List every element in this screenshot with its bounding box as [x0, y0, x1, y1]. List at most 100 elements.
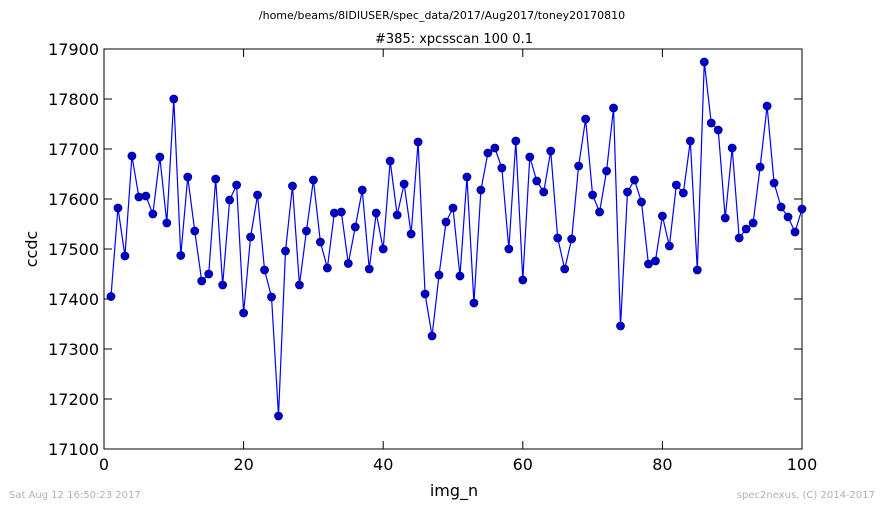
chart-supertitle: /home/beams/8IDIUSER/spec_data/2017/Aug2…	[259, 9, 625, 22]
data-point	[343, 259, 353, 268]
data-point	[169, 94, 179, 104]
data-point	[295, 280, 304, 290]
x-tick-label: 100	[787, 455, 818, 474]
footer-timestamp: Sat Aug 12 16:50:23 2017	[9, 490, 141, 501]
data-point	[176, 251, 186, 260]
data-point	[434, 270, 444, 280]
data-point	[371, 208, 381, 218]
data-point	[455, 271, 465, 281]
data-point	[315, 237, 325, 247]
data-point	[727, 143, 737, 153]
data-point	[197, 276, 207, 286]
data-point	[211, 174, 221, 184]
data-point	[581, 114, 591, 124]
data-point	[560, 264, 570, 274]
data-point	[260, 265, 269, 275]
data-point	[734, 233, 744, 243]
data-point	[239, 308, 249, 318]
data-point	[322, 263, 332, 273]
data-point	[769, 178, 779, 188]
data-point	[692, 265, 702, 275]
y-tick-label: 17700	[48, 140, 99, 159]
data-point	[518, 275, 528, 285]
data-point	[630, 175, 639, 185]
data-point	[616, 321, 625, 331]
data-point	[246, 232, 255, 242]
data-point	[651, 256, 660, 266]
data-point	[427, 331, 437, 341]
data-point	[302, 226, 311, 236]
data-point	[141, 191, 151, 201]
data-point	[490, 143, 500, 153]
data-point	[462, 172, 472, 182]
data-point	[357, 185, 367, 195]
y-tick-label: 17400	[48, 290, 99, 309]
data-point	[539, 187, 549, 197]
data-point	[441, 217, 451, 227]
data-point	[595, 207, 604, 217]
series-line	[110, 61, 803, 417]
data-point	[385, 156, 395, 166]
plot-area: 0 20 40 60 80 100 17100 17200 17300 17400 17500 176…	[48, 40, 817, 474]
data-point	[106, 292, 116, 301]
data-point	[776, 202, 786, 212]
y-axis-label: ccdc	[22, 231, 41, 268]
data-point	[637, 197, 646, 207]
data-point	[797, 204, 807, 214]
y-tick-label: 17100	[48, 440, 99, 459]
data-point	[406, 229, 416, 239]
data-point	[525, 152, 535, 162]
data-point	[204, 269, 214, 279]
y-tick-label: 17800	[48, 90, 99, 109]
data-point	[699, 57, 709, 67]
y-tick-label: 17300	[48, 340, 99, 359]
data-point	[671, 180, 681, 190]
data-point	[658, 211, 667, 221]
data-point	[755, 162, 765, 172]
data-point	[253, 190, 262, 200]
data-point	[183, 172, 193, 182]
footer-credit: spec2nexus, (C) 2014-2017	[737, 490, 875, 501]
data-point	[483, 148, 493, 158]
data-point	[281, 246, 290, 256]
data-point	[790, 227, 800, 237]
data-point	[553, 233, 563, 243]
data-point	[546, 146, 556, 156]
data-point	[364, 264, 374, 274]
data-point	[399, 179, 409, 189]
data-point	[350, 222, 360, 232]
data-point	[720, 213, 730, 223]
data-point	[664, 241, 674, 251]
chart-title: #385: xpcsscan 100 0.1	[375, 32, 533, 47]
x-tick-label: 20	[233, 455, 253, 474]
data-point	[588, 190, 597, 200]
x-tick-label: 60	[513, 455, 533, 474]
data-point	[413, 137, 423, 147]
data-point	[218, 280, 228, 290]
data-point	[532, 176, 542, 186]
data-point	[378, 244, 388, 254]
data-point	[748, 218, 758, 228]
data-point	[420, 289, 430, 299]
data-point	[602, 166, 611, 176]
data-point	[190, 226, 200, 236]
data-point	[120, 251, 130, 261]
data-point	[469, 298, 479, 308]
data-point	[113, 203, 123, 213]
data-point	[288, 181, 297, 191]
data-point	[685, 136, 695, 146]
y-tick-label: 17200	[48, 390, 99, 409]
data-point	[448, 203, 458, 213]
data-point	[504, 244, 514, 254]
data-point	[225, 195, 235, 205]
data-point	[267, 292, 276, 302]
axes-frame	[103, 48, 803, 450]
data-point	[127, 151, 137, 161]
data-point	[609, 103, 618, 113]
data-point	[162, 218, 172, 228]
data-point	[232, 180, 242, 190]
data-point	[308, 175, 318, 185]
data-point	[511, 136, 521, 146]
y-tick-label: 17600	[48, 190, 99, 209]
